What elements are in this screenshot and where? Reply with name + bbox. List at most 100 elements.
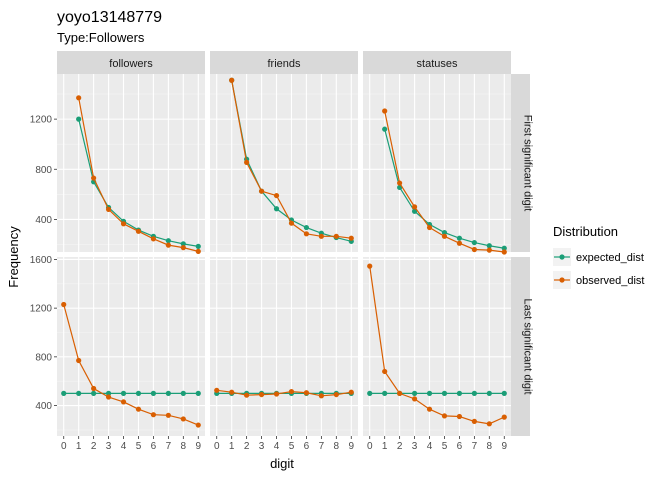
data-point-expected-dist — [165, 390, 171, 396]
strip-followers — [57, 51, 205, 74]
strip-label-statuses: statuses — [417, 58, 458, 70]
x-tick-label: 8 — [181, 441, 187, 452]
panel-background — [210, 257, 358, 436]
data-point-observed-dist — [91, 385, 97, 392]
data-point-observed-dist — [501, 249, 507, 255]
data-point-expected-dist — [195, 243, 201, 249]
data-point-observed-dist — [120, 399, 127, 405]
data-point-observed-dist — [105, 206, 112, 212]
data-point-observed-dist — [288, 388, 295, 395]
x-tick-label: 7 — [319, 441, 325, 452]
data-point-observed-dist — [426, 406, 433, 412]
data-point-observed-dist — [105, 394, 112, 400]
data-point-observed-dist — [411, 396, 418, 402]
x-tick-label: 3 — [106, 441, 112, 452]
data-point-observed-dist — [333, 391, 339, 398]
strip-last-significant-digit — [511, 257, 530, 436]
x-tick-label: 0 — [214, 441, 220, 452]
series-line-observed-dist — [369, 266, 505, 425]
legend-title: Distribution — [553, 224, 618, 239]
x-tick-label: 0 — [61, 441, 67, 452]
panel-background — [363, 74, 511, 252]
data-point-observed-dist — [135, 406, 142, 412]
facet-panels: followers friends statuses First significan… — [30, 51, 534, 452]
data-point-observed-dist — [258, 391, 265, 398]
data-point-expected-dist — [135, 390, 142, 396]
strip-first-significant-digit — [511, 74, 530, 252]
data-point-expected-dist — [486, 390, 492, 396]
data-point-expected-dist — [76, 116, 82, 122]
data-point-observed-dist — [150, 412, 157, 418]
data-point-observed-dist — [441, 233, 448, 239]
x-tick-label: 1 — [76, 441, 82, 452]
data-point-observed-dist — [486, 421, 492, 427]
data-point-observed-dist — [348, 235, 354, 241]
x-tick-label: 2 — [397, 441, 403, 452]
data-point-expected-dist — [456, 235, 463, 241]
x-axis-label: digit — [270, 456, 294, 471]
x-tick-label: 1 — [382, 441, 388, 452]
data-point-observed-dist — [426, 224, 433, 231]
data-point-observed-dist — [195, 248, 201, 254]
data-point-observed-dist — [382, 368, 388, 375]
data-point-expected-dist — [195, 390, 201, 396]
data-point-observed-dist — [61, 301, 67, 308]
y-tick-label: 1600 — [30, 255, 53, 266]
chart-title: yoyo13148779 — [57, 9, 162, 26]
legend-label-expected-dist: expected_dist — [576, 252, 644, 264]
y-tick-label: 1200 — [30, 115, 53, 126]
legend-key-point-expected-dist — [559, 254, 565, 260]
panel-background — [210, 74, 358, 252]
y-tick-label: 800 — [35, 165, 52, 176]
data-point-observed-dist — [180, 245, 186, 251]
data-point-observed-dist — [76, 357, 82, 364]
data-point-observed-dist — [273, 391, 280, 397]
data-point-expected-dist — [382, 126, 388, 132]
strip-label-first-significant-digit: First significant digit — [522, 115, 534, 212]
panel-first-significant-digit-friends — [210, 74, 358, 252]
data-point-observed-dist — [456, 413, 463, 420]
data-point-observed-dist — [411, 204, 418, 210]
data-point-observed-dist — [229, 77, 235, 83]
data-point-expected-dist — [105, 390, 112, 396]
x-tick-label: 8 — [334, 441, 340, 452]
data-point-expected-dist — [61, 390, 67, 396]
data-point-expected-dist — [441, 229, 448, 236]
data-point-expected-dist — [76, 390, 82, 396]
x-tick-label: 4 — [274, 441, 280, 452]
data-point-expected-dist — [471, 239, 477, 246]
data-point-observed-dist — [348, 389, 354, 395]
data-point-observed-dist — [180, 416, 186, 422]
strip-label-friends: friends — [267, 58, 301, 70]
data-point-observed-dist — [441, 413, 448, 419]
data-point-expected-dist — [120, 390, 127, 396]
data-point-expected-dist — [501, 245, 507, 251]
data-point-expected-dist — [486, 243, 492, 249]
x-tick-label: 0 — [367, 441, 373, 452]
x-tick-label: 7 — [166, 441, 172, 452]
data-point-observed-dist — [165, 412, 171, 418]
data-point-observed-dist — [471, 246, 477, 253]
series-line-observed-dist — [216, 389, 352, 397]
data-point-expected-dist — [150, 390, 157, 396]
panel-first-significant-digit-followers — [57, 74, 205, 254]
x-tick-label: 5 — [442, 441, 448, 452]
data-point-expected-dist — [165, 238, 171, 244]
x-tick-label: 2 — [244, 441, 250, 452]
panel-last-significant-digit-followers — [57, 257, 205, 436]
y-tick-label: 400 — [35, 215, 52, 226]
y-tick-label: 1200 — [30, 304, 53, 315]
data-point-observed-dist — [501, 414, 507, 420]
x-tick-label: 3 — [259, 441, 265, 452]
data-point-observed-dist — [367, 263, 373, 269]
data-point-expected-dist — [180, 241, 186, 247]
legend: Distribution expected_dist observed_dist — [553, 224, 645, 289]
data-point-observed-dist — [318, 393, 324, 399]
strip-label-last-significant-digit: Last significant digit — [522, 299, 534, 395]
y-tick-label: 400 — [35, 401, 52, 412]
x-tick-label: 5 — [136, 441, 142, 452]
strip-friends — [210, 51, 358, 74]
data-point-expected-dist — [91, 390, 97, 396]
x-tick-label: 6 — [304, 441, 310, 452]
legend-label-observed-dist: observed_dist — [576, 275, 645, 287]
